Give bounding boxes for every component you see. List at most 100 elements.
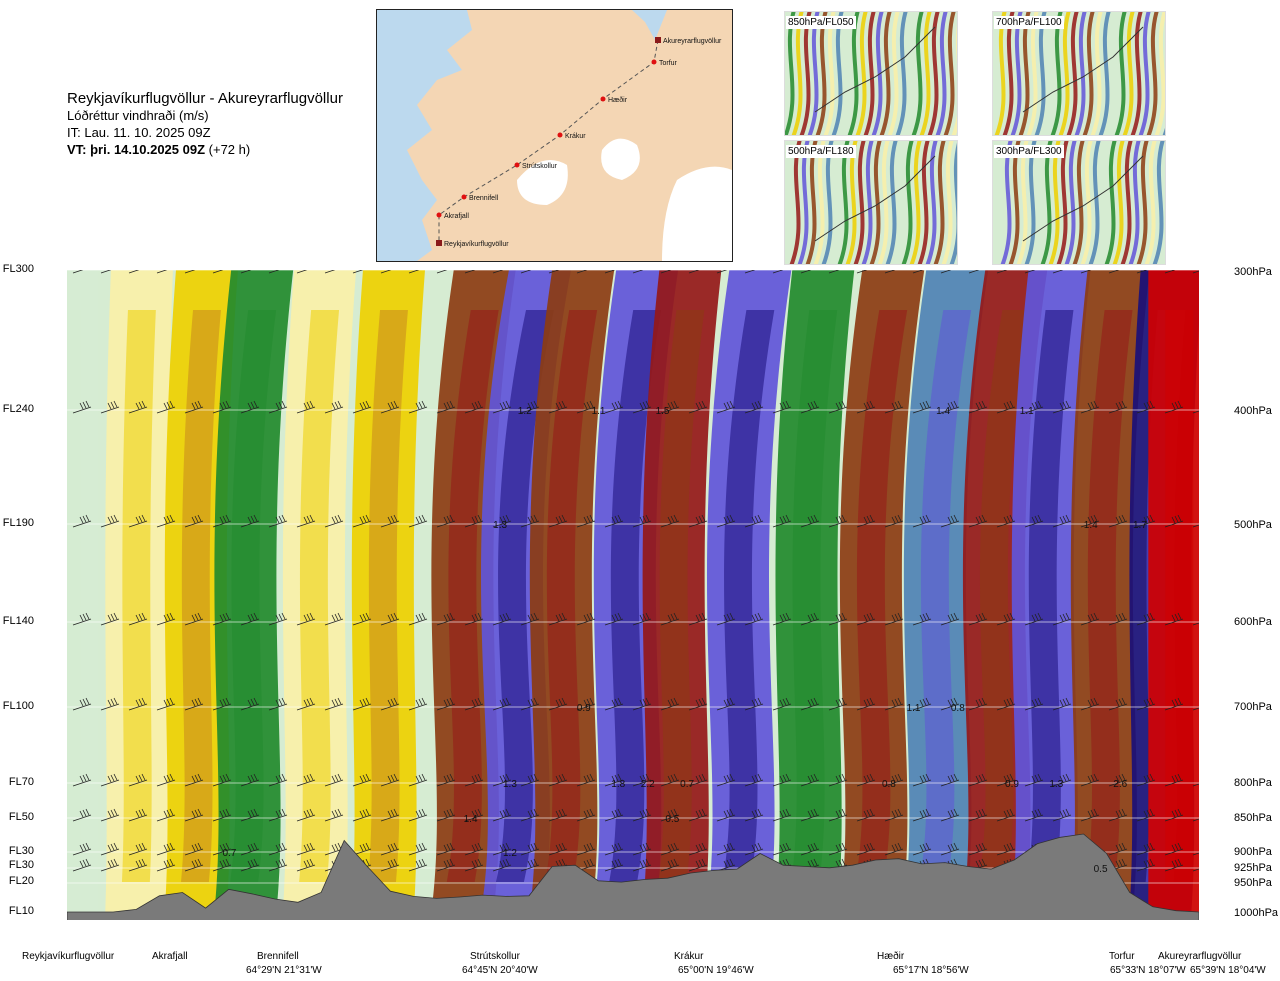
wind-barb — [1052, 773, 1072, 787]
wind-barb — [240, 842, 260, 856]
wind-barb — [156, 400, 176, 414]
wind-barb — [688, 808, 708, 822]
wind-barb — [45, 843, 63, 855]
route-point-label: Brennifell — [469, 195, 499, 202]
wind-barb — [828, 400, 848, 414]
level-map-700[interactable]: 700hPa/FL100 — [992, 11, 1166, 136]
wind-barb — [688, 697, 708, 711]
wind-barb — [436, 858, 456, 872]
wind-barb — [968, 808, 988, 822]
wind-barb — [884, 697, 904, 711]
wind-barb — [184, 808, 204, 822]
thumb-stripe — [1090, 12, 1103, 135]
thumb-stripe — [1122, 12, 1135, 135]
waypoint-marker — [557, 132, 563, 138]
wind-barb — [604, 612, 624, 626]
thumb-stripe — [1130, 12, 1143, 135]
wind-barb — [380, 514, 400, 528]
wind-barb — [828, 514, 848, 528]
level-map-850-label: 850hPa/FL050 — [786, 16, 856, 29]
wind-barb — [1192, 783, 1199, 787]
wind-barb — [380, 842, 400, 856]
wind-barb — [1052, 400, 1072, 414]
pressure-level-label: 600hPa — [1234, 616, 1272, 628]
thumb-route — [1022, 155, 1144, 242]
flight-level-label: FL10 — [8, 905, 34, 917]
wind-barb — [212, 400, 232, 414]
wind-barb — [744, 842, 764, 856]
wind-barb — [632, 842, 652, 856]
wind-barb — [436, 773, 456, 787]
wind-barb — [324, 697, 344, 711]
wind-barb — [324, 514, 344, 528]
wind-barb — [45, 859, 63, 871]
wind-barb — [1192, 707, 1199, 711]
thumb-stripe — [869, 141, 882, 264]
level-map-500-svg — [785, 141, 957, 264]
wind-barb — [156, 808, 176, 822]
flight-level-label: FL70 — [8, 776, 34, 788]
wind-barb — [296, 697, 316, 711]
pressure-level-label: 900hPa — [1234, 846, 1272, 858]
wind-barb — [352, 514, 372, 528]
wind-barb — [492, 858, 512, 872]
wind-barb — [1052, 514, 1072, 528]
thumb-stripe — [1154, 12, 1165, 135]
pressure-level-label: 800hPa — [1234, 777, 1272, 789]
thumb-stripe — [951, 24, 957, 135]
wind-barb — [296, 842, 316, 856]
wind-barb — [240, 270, 252, 274]
level-map-500[interactable]: 500hPa/FL180 — [784, 140, 958, 265]
wind-barb — [660, 612, 680, 626]
wind-barb — [716, 808, 736, 822]
wind-barb — [324, 808, 344, 822]
wind-barb — [464, 400, 484, 414]
wind-barb — [940, 514, 960, 528]
wind-barb — [324, 400, 344, 414]
wind-barb — [576, 842, 596, 856]
velocity-band-core — [855, 310, 908, 882]
wind-barb — [632, 808, 652, 822]
wind-barb — [268, 612, 288, 626]
wind-barb — [128, 858, 148, 872]
wind-barb — [408, 808, 428, 822]
wind-barb — [45, 515, 63, 527]
waypoint-name: Akrafjall — [152, 951, 188, 962]
wind-barb — [996, 773, 1016, 787]
wind-barb — [408, 514, 428, 528]
wind-barb — [548, 612, 568, 626]
velocity-band-core — [230, 310, 277, 882]
wind-barb — [548, 808, 568, 822]
route-map: Akureyrarflugvöllur Torfur Hæðir Krákur Strú… — [376, 9, 733, 262]
wind-barb — [268, 773, 288, 787]
level-map-850[interactable]: 850hPa/FL050 — [784, 11, 958, 136]
level-map-300-svg — [993, 141, 1165, 264]
wind-barb — [212, 773, 232, 787]
wind-barb — [856, 400, 876, 414]
wind-barb — [464, 697, 484, 711]
value-label: 1.5 — [656, 406, 670, 417]
velocity-band-core — [919, 310, 972, 882]
value-label: 1.4 — [464, 814, 478, 825]
chart-title-block: Reykjavíkurflugvöllur - Akureyrarflugvöl… — [67, 90, 343, 158]
wind-barb — [912, 400, 932, 414]
wind-barb — [1024, 808, 1044, 822]
route-point: Krákur — [557, 132, 586, 140]
waypoint-name: Strútskollur — [470, 951, 521, 962]
wind-barb — [772, 514, 792, 528]
thumb-stripe — [925, 141, 938, 264]
wind-barb — [828, 612, 848, 626]
wind-barb — [128, 773, 148, 787]
thumb-stripe — [893, 141, 906, 264]
level-map-300[interactable]: 300hPa/FL300 — [992, 140, 1166, 265]
wind-barb — [548, 400, 568, 414]
pressure-level-label: 925hPa — [1234, 862, 1272, 874]
pressure-level-label: 500hPa — [1234, 519, 1272, 531]
wind-barb — [800, 270, 812, 274]
thumb-stripe — [1056, 141, 1069, 264]
wind-barb — [968, 773, 988, 787]
wind-barb — [884, 808, 904, 822]
wind-barb — [604, 514, 624, 528]
route-point: Brennifell — [461, 194, 499, 202]
wind-barb — [100, 858, 120, 872]
